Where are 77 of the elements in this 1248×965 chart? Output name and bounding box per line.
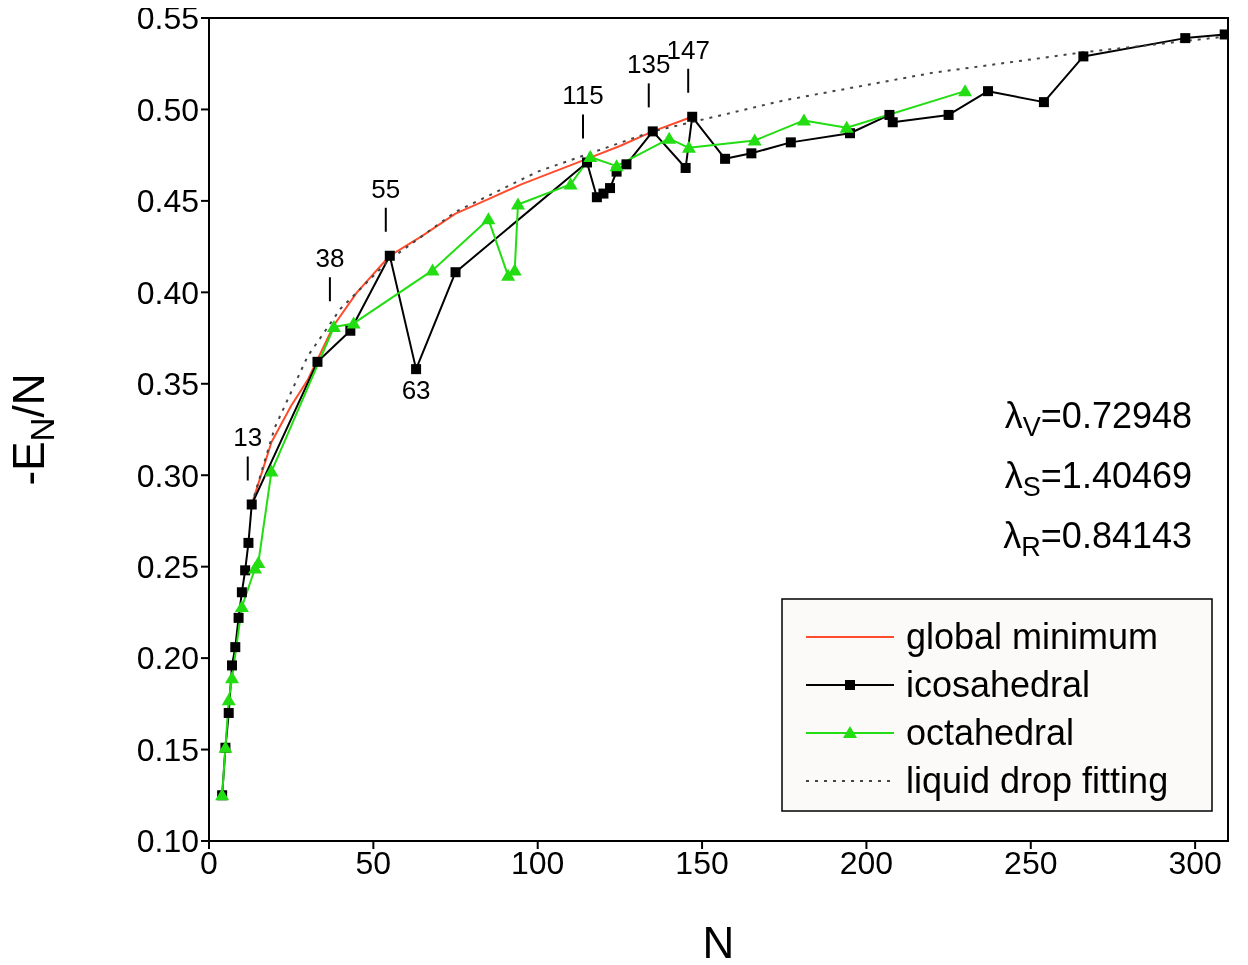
point bbox=[326, 320, 341, 333]
point bbox=[647, 126, 658, 137]
point bbox=[221, 693, 236, 706]
annotation: 55 bbox=[371, 173, 401, 204]
annotation: λ$_{R}$=0.84143 bbox=[1003, 515, 1192, 563]
point bbox=[563, 177, 578, 190]
y-tick-label: 0.15 bbox=[136, 731, 199, 768]
x-tick-label: 250 bbox=[1004, 844, 1058, 881]
point bbox=[1038, 97, 1049, 108]
annotation: 13 bbox=[233, 422, 263, 453]
legend-label: octahedral bbox=[906, 712, 1075, 753]
x-tick-label: 300 bbox=[1168, 844, 1222, 881]
y-tick-label: 0.35 bbox=[136, 366, 199, 403]
point bbox=[227, 660, 238, 671]
x-axis-title: N bbox=[702, 918, 735, 965]
point bbox=[236, 587, 247, 598]
point bbox=[983, 86, 994, 97]
point bbox=[481, 212, 496, 225]
point bbox=[234, 599, 249, 612]
point bbox=[1219, 29, 1228, 40]
point bbox=[384, 250, 395, 261]
y-tick-label: 0.40 bbox=[136, 274, 199, 311]
point bbox=[264, 464, 279, 477]
y-tick-label: 0.45 bbox=[136, 183, 199, 220]
x-tick-label: 200 bbox=[839, 844, 894, 881]
point bbox=[796, 113, 811, 126]
point bbox=[605, 183, 616, 194]
point bbox=[720, 153, 731, 164]
y-tick-label: 0.20 bbox=[136, 640, 199, 677]
point bbox=[243, 537, 254, 548]
x-tick-label: 50 bbox=[355, 844, 392, 881]
annotation: 115 bbox=[562, 80, 604, 111]
point bbox=[1078, 51, 1089, 62]
point bbox=[240, 565, 251, 576]
point bbox=[943, 109, 954, 120]
x-tick-label: 100 bbox=[511, 844, 565, 881]
y-tick-label: 0.10 bbox=[136, 823, 199, 860]
point bbox=[681, 140, 696, 153]
legend-label: icosahedral bbox=[906, 664, 1091, 705]
point bbox=[312, 356, 323, 367]
annotation: λ$_{V}$=0.72948 bbox=[1004, 395, 1192, 443]
point bbox=[225, 671, 240, 684]
annotation: λ$_{S}$=1.40469 bbox=[1004, 455, 1192, 503]
point bbox=[450, 267, 461, 278]
point bbox=[680, 162, 691, 173]
point bbox=[507, 263, 522, 276]
point bbox=[839, 120, 854, 133]
point bbox=[785, 137, 796, 148]
point bbox=[246, 499, 257, 510]
point bbox=[223, 707, 234, 718]
y-tick-label: 0.25 bbox=[136, 549, 199, 586]
point bbox=[230, 642, 241, 653]
legend-label: liquid drop fitting bbox=[906, 760, 1169, 801]
point bbox=[411, 364, 422, 375]
annotation: 38 bbox=[315, 243, 345, 274]
point bbox=[621, 159, 632, 170]
point bbox=[609, 159, 624, 172]
point bbox=[425, 263, 440, 276]
point bbox=[662, 131, 677, 144]
point bbox=[747, 133, 762, 146]
x-tick-label: 150 bbox=[675, 844, 729, 881]
y-tick-label: 0.50 bbox=[136, 91, 199, 128]
point bbox=[346, 316, 361, 329]
y-tick-label: 0.30 bbox=[136, 457, 199, 494]
point bbox=[583, 150, 598, 162]
point bbox=[510, 197, 525, 210]
point bbox=[958, 84, 973, 97]
legend-label: global minimum bbox=[906, 616, 1159, 657]
point bbox=[687, 111, 698, 122]
point bbox=[746, 148, 757, 159]
x-tick-label: 0 bbox=[200, 844, 218, 881]
point bbox=[251, 556, 266, 569]
point bbox=[501, 268, 516, 281]
point bbox=[1180, 33, 1191, 44]
point bbox=[233, 612, 244, 623]
annotation: 63 bbox=[401, 375, 431, 406]
point bbox=[887, 117, 898, 128]
